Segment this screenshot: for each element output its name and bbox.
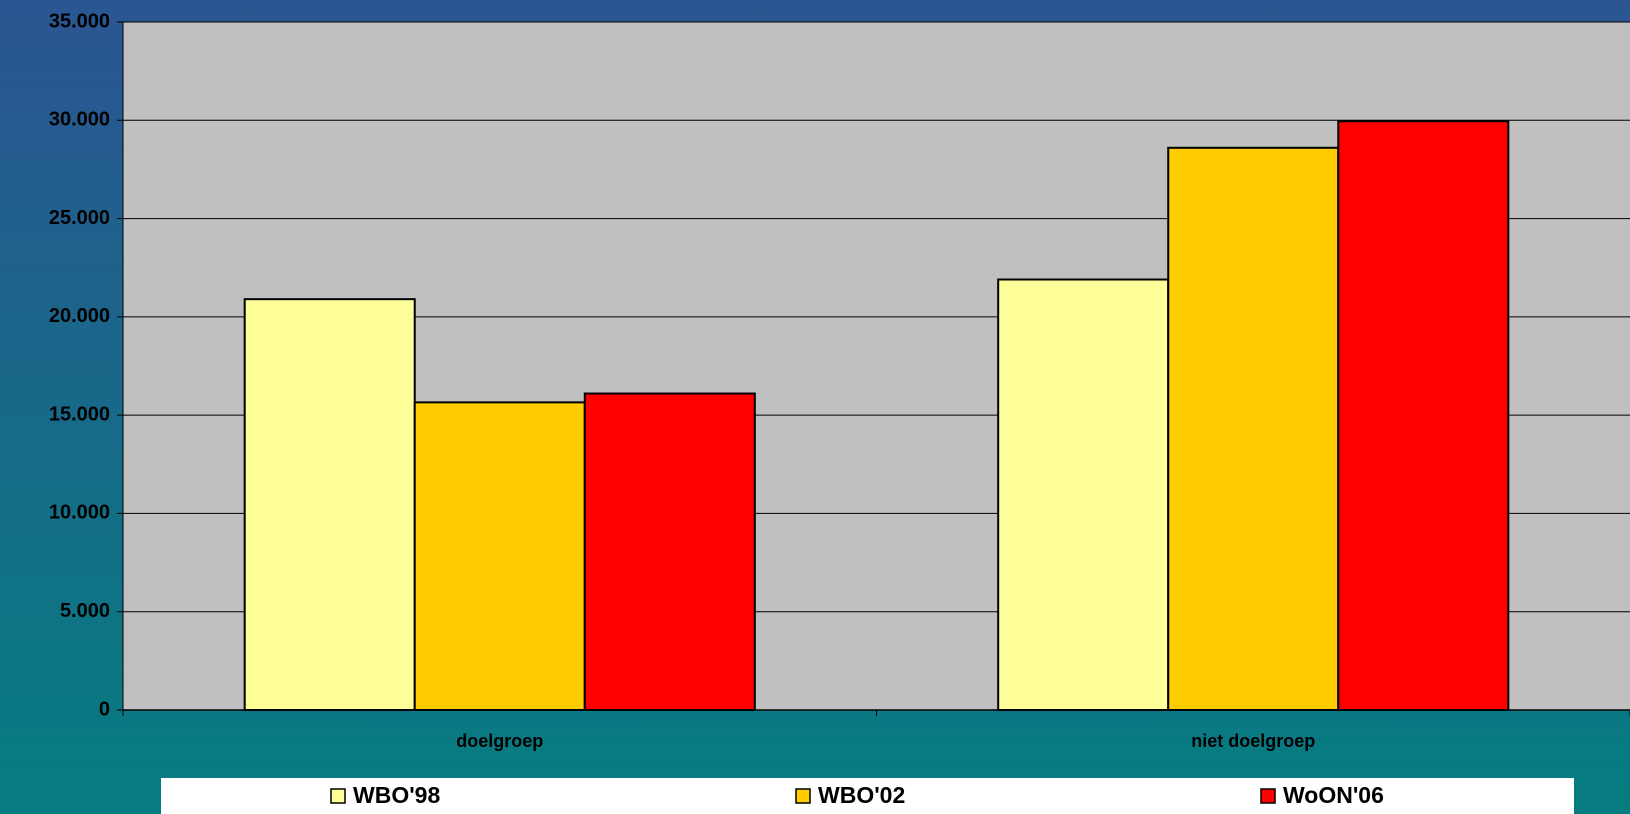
- legend-label: WoON'06: [1283, 782, 1384, 808]
- legend-swatch: [1260, 788, 1276, 804]
- y-tick-label: 0: [99, 698, 110, 720]
- bar: [1337, 120, 1510, 712]
- x-tick-label: doelgroep: [456, 731, 543, 751]
- y-tick-label: 20.000: [49, 305, 110, 327]
- y-tick-label: 5.000: [60, 600, 110, 622]
- legend-label: WBO'02: [818, 782, 905, 808]
- legend-swatch: [795, 788, 811, 804]
- legend-label: WBO'98: [353, 782, 440, 808]
- x-tick-label: niet doelgroep: [1191, 731, 1315, 751]
- y-tick-label: 30.000: [49, 109, 110, 131]
- y-tick-label: 35.000: [49, 10, 110, 32]
- y-tick-label: 10.000: [49, 502, 110, 524]
- y-tick-label: 15.000: [49, 403, 110, 425]
- bar: [1167, 146, 1340, 711]
- legend-swatch: [330, 788, 346, 804]
- bar: [997, 278, 1170, 711]
- legend-box: [161, 778, 1574, 814]
- bar: [583, 392, 756, 711]
- y-tick-label: 25.000: [49, 207, 110, 229]
- bar: [413, 401, 586, 711]
- bar: [243, 298, 416, 711]
